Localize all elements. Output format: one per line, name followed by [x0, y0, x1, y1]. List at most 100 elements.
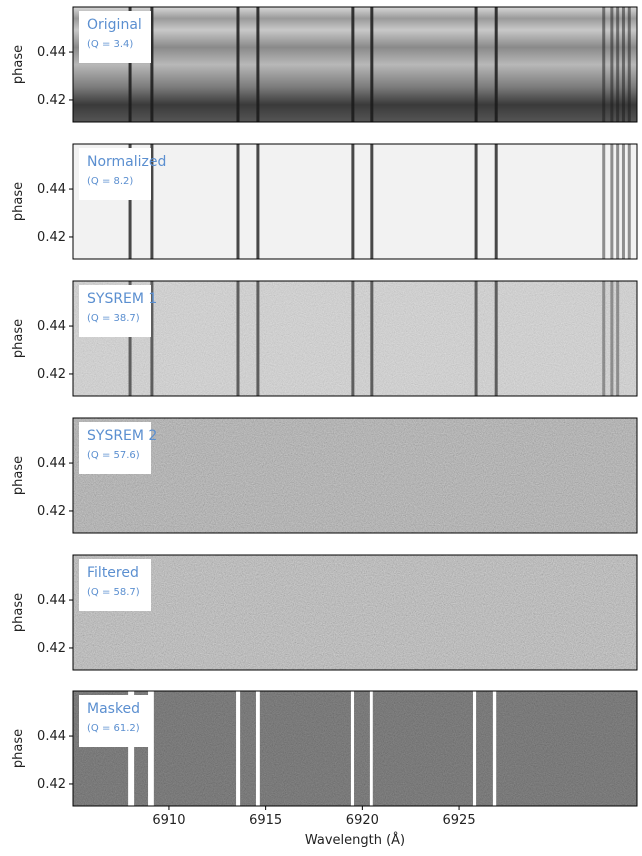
image-background — [73, 418, 637, 533]
y-tick-label: 0.42 — [37, 230, 66, 245]
absorption-line — [150, 7, 154, 122]
label-box — [79, 148, 151, 200]
panel-title: Original — [87, 17, 142, 33]
panel-subtitle: (Q = 61.2) — [87, 723, 140, 734]
y-tick-label: 0.44 — [37, 729, 66, 744]
absorption-line — [256, 281, 260, 396]
y-tick-label: 0.44 — [37, 182, 66, 197]
panel: Filtered (Q = 58.7) 0.42 0.44 phase — [11, 554, 638, 671]
panel-image — [73, 7, 637, 122]
absorption-line — [150, 144, 154, 259]
panel-image — [73, 691, 637, 806]
y-tick-label: 0.44 — [37, 319, 66, 334]
mask — [128, 691, 135, 806]
absorption-line — [370, 7, 374, 122]
panel-image — [73, 418, 637, 533]
mask — [350, 691, 355, 806]
panel-subtitle: (Q = 8.2) — [87, 176, 133, 187]
panel-frame — [72, 554, 638, 671]
mask — [148, 691, 154, 806]
panel-image — [73, 555, 637, 670]
absorption-line — [474, 144, 478, 259]
absorption-line — [236, 7, 240, 122]
panel-subtitle: (Q = 57.6) — [87, 450, 140, 461]
absorption-line — [474, 7, 478, 122]
label-box — [79, 559, 151, 611]
panel-title: SYSREM 2 — [87, 428, 157, 444]
absorption-line — [494, 281, 498, 396]
absorption-line — [616, 7, 620, 122]
y-axis-label: phase — [11, 45, 26, 84]
x-tick-label: 6915 — [249, 813, 282, 828]
absorption-line — [370, 281, 374, 396]
panel-title: Normalized — [87, 154, 166, 170]
absorption-line — [351, 144, 355, 259]
absorption-line — [621, 144, 625, 259]
x-tick-label: 6925 — [443, 813, 476, 828]
absorption-line — [236, 281, 240, 396]
panel: SYSREM 2 (Q = 57.6) 0.42 0.44 phase — [11, 417, 638, 534]
image-background — [73, 144, 637, 259]
y-axis-label: phase — [11, 182, 26, 221]
absorption-line — [627, 7, 631, 122]
absorption-line — [610, 281, 614, 396]
panel-title: Filtered — [87, 565, 139, 581]
absorption-line — [602, 144, 606, 259]
mask — [236, 691, 241, 806]
mask — [255, 691, 260, 806]
image-background — [73, 555, 637, 670]
y-axis-label: phase — [11, 456, 26, 495]
absorption-line — [370, 144, 374, 259]
label-box — [79, 422, 151, 474]
image-background — [73, 281, 637, 396]
absorption-line — [616, 144, 620, 259]
panel-frame — [72, 280, 638, 397]
panel: Normalized (Q = 8.2) 0.42 0.44 phase — [11, 143, 638, 260]
panel-subtitle: (Q = 3.4) — [87, 39, 133, 50]
y-axis-label: phase — [11, 729, 26, 768]
absorption-line — [351, 7, 355, 122]
y-tick-label: 0.42 — [37, 93, 66, 108]
x-tick-label: 6910 — [152, 813, 185, 828]
y-tick-label: 0.44 — [37, 456, 66, 471]
absorption-line — [128, 144, 132, 259]
panel-image — [73, 144, 637, 259]
label-box — [79, 285, 151, 337]
panel-title: Masked — [87, 701, 140, 717]
panel: SYSREM 1 (Q = 38.7) 0.42 0.44 phase — [11, 280, 638, 397]
panel-title: SYSREM 1 — [87, 291, 157, 307]
y-tick-label: 0.44 — [37, 593, 66, 608]
absorption-line — [256, 144, 260, 259]
panel-subtitle: (Q = 38.7) — [87, 313, 140, 324]
absorption-line — [128, 7, 132, 122]
panel-subtitle: (Q = 58.7) — [87, 587, 140, 598]
y-tick-label: 0.42 — [37, 777, 66, 792]
mask — [369, 691, 373, 806]
absorption-line — [610, 7, 614, 122]
panel-frame — [72, 690, 638, 807]
panel-image — [73, 281, 637, 396]
absorption-line — [474, 281, 478, 396]
panel-frame — [72, 417, 638, 534]
absorption-line — [236, 144, 240, 259]
y-axis-label: phase — [11, 593, 26, 632]
label-box — [79, 11, 151, 63]
panel: Masked (Q = 61.2) 0.42 0.44 phase 6910 6915 692… — [11, 690, 638, 848]
panel-frame — [72, 143, 638, 260]
image-background — [73, 691, 637, 806]
mask — [492, 691, 497, 806]
y-tick-label: 0.42 — [37, 504, 66, 519]
absorption-line — [150, 281, 154, 396]
panel: Original (Q = 3.4) 0.42 0.44 phase — [11, 6, 638, 123]
absorption-line — [627, 144, 631, 259]
image-background — [73, 7, 637, 122]
absorption-line — [616, 281, 620, 396]
y-tick-label: 0.44 — [37, 45, 66, 60]
absorption-line — [610, 144, 614, 259]
label-box — [79, 695, 151, 747]
absorption-line — [256, 7, 260, 122]
x-tick-label: 6920 — [346, 813, 379, 828]
absorption-line — [494, 144, 498, 259]
mask — [472, 691, 477, 806]
panel-frame — [72, 6, 638, 123]
